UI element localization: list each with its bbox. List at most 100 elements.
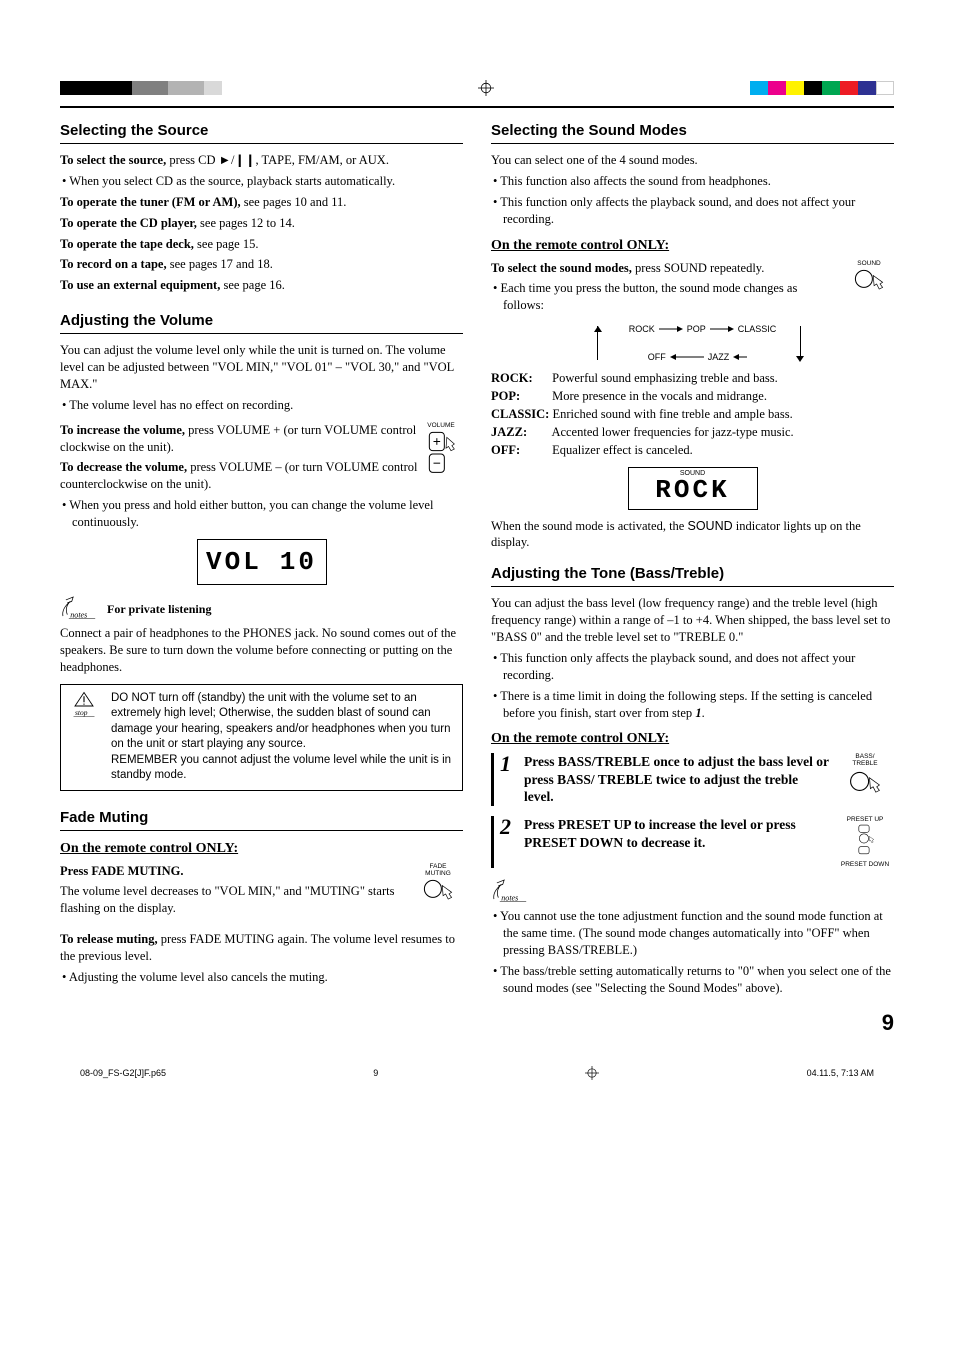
- step-text: Press PRESET UP to increase the level or…: [524, 816, 830, 868]
- step-number: 1: [500, 753, 518, 806]
- step-number: 2: [500, 816, 518, 868]
- sound-button-icon: SOUND: [844, 260, 894, 303]
- step-bar: [491, 816, 494, 868]
- section-rule: [60, 333, 463, 334]
- section-fade-muting: Fade Muting On the remote control ONLY: …: [60, 809, 463, 986]
- body-text: You can select one of the 4 sound modes.: [491, 152, 894, 169]
- section-selecting-source: Selecting the Source To select the sourc…: [60, 122, 463, 294]
- bullet-text: • This function only affects the playbac…: [491, 650, 894, 684]
- bullet-text: • The volume level has no effect on reco…: [60, 397, 463, 414]
- left-column: Selecting the Source To select the sourc…: [60, 114, 463, 1036]
- body-text: To select the source, press CD ►/❙❙, TAP…: [60, 152, 463, 169]
- right-column: Selecting the Sound Modes You can select…: [491, 114, 894, 1036]
- section-title: Selecting the Source: [60, 122, 463, 139]
- section-rule: [60, 830, 463, 831]
- swatch: [876, 81, 894, 95]
- body-text: Press FADE MUTING.: [60, 863, 463, 880]
- stop-icon: stop: [69, 691, 105, 784]
- body-text: You can adjust the volume level only whi…: [60, 342, 463, 393]
- swatch: [78, 81, 96, 95]
- footer-filename: 08-09_FS-G2[J]F.p65: [80, 1068, 166, 1078]
- registration-row: [60, 80, 894, 96]
- swatch: [822, 81, 840, 95]
- section-rule: [491, 143, 894, 144]
- body-text: To operate the tape deck, see page 15.: [60, 236, 463, 253]
- imposition-footer: 08-09_FS-G2[J]F.p65 9 04.11.5, 7:13 AM: [60, 1066, 894, 1080]
- color-swatches: [750, 81, 894, 95]
- section-rule: [491, 586, 894, 587]
- step-2: 2 Press PRESET UP to increase the level …: [491, 816, 894, 868]
- registration-mark-icon: [478, 80, 494, 96]
- swatch: [858, 81, 876, 95]
- body-text: To increase the volume, press VOLUME + (…: [60, 422, 463, 456]
- swatch: [786, 81, 804, 95]
- page-number: 9: [491, 1010, 894, 1036]
- body-text: The volume level decreases to "VOL MIN,"…: [60, 883, 463, 917]
- section-adjusting-volume: Adjusting the Volume You can adjust the …: [60, 312, 463, 790]
- notes-block: notes • You cannot use the tone adjustme…: [491, 878, 894, 996]
- swatch: [750, 81, 768, 95]
- section-rule: [60, 143, 463, 144]
- volume-paragraph: VOLUME To increase the volume, press VOL…: [60, 422, 463, 498]
- bullet-text: • When you select CD as the source, play…: [60, 173, 463, 190]
- notes-icon: notes: [60, 595, 104, 625]
- section-title: Adjusting the Tone (Bass/Treble): [491, 565, 894, 582]
- notes-icon: notes: [491, 878, 535, 908]
- swatch: [204, 81, 222, 95]
- body-text: When the sound mode is activated, the SO…: [491, 518, 894, 552]
- bullet-text: • There is a time limit in doing the fol…: [491, 688, 894, 722]
- warning-text: DO NOT turn off (standby) the unit with …: [111, 691, 454, 784]
- subheading: On the remote control ONLY:: [491, 238, 894, 254]
- step-1: 1 Press BASS/TREBLE once to adjust the b…: [491, 753, 894, 806]
- bullet-text: • When you press and hold either button,…: [60, 497, 463, 531]
- bullet-text: • Each time you press the button, the so…: [491, 280, 894, 314]
- content-columns: Selecting the Source To select the sourc…: [60, 114, 894, 1036]
- swatch: [132, 81, 150, 95]
- subheading: On the remote control ONLY:: [60, 841, 463, 857]
- step-text: Press BASS/TREBLE once to adjust the bas…: [524, 753, 830, 806]
- body-text: To select the sound modes, press SOUND r…: [491, 260, 894, 277]
- section-sound-modes: Selecting the Sound Modes You can select…: [491, 122, 894, 551]
- sound-paragraph: SOUND To select the sound modes, press S…: [491, 260, 894, 319]
- fade-paragraph: FADE MUTING Press FADE MUTING. The volum…: [60, 863, 463, 922]
- lcd-display-rock: SOUND ROCK: [628, 467, 758, 510]
- lcd-display-vol: VOL 10: [197, 539, 327, 585]
- registration-mark-icon: [585, 1066, 599, 1080]
- swatch: [168, 81, 186, 95]
- fade-muting-button-icon: FADE MUTING: [413, 863, 463, 913]
- swatch: [768, 81, 786, 95]
- volume-button-icon: VOLUME: [419, 422, 463, 481]
- body-text: To operate the tuner (FM or AM), see pag…: [60, 194, 463, 211]
- bullet-text: • Adjusting the volume level also cancel…: [60, 969, 463, 986]
- section-title: Adjusting the Volume: [60, 312, 463, 329]
- body-text: To release muting, press FADE MUTING aga…: [60, 931, 463, 965]
- step-bar: [491, 753, 494, 806]
- swatch: [60, 81, 78, 95]
- section-adjusting-tone: Adjusting the Tone (Bass/Treble) You can…: [491, 565, 894, 996]
- footer-pagenum: 9: [373, 1068, 378, 1078]
- swatch: [114, 81, 132, 95]
- notes-heading: For private listening: [107, 602, 211, 616]
- warning-box: stop DO NOT turn off (standby) the unit …: [60, 684, 463, 791]
- swatch: [150, 81, 168, 95]
- body-text: To record on a tape, see pages 17 and 18…: [60, 256, 463, 273]
- notes-body: Connect a pair of headphones to the PHON…: [60, 625, 463, 676]
- sound-mode-cycle-diagram: ROCK POP CLASSIC OFF JAZZ: [583, 324, 803, 362]
- top-rule: [60, 106, 894, 108]
- swatch: [186, 81, 204, 95]
- body-text: To use an external equipment, see page 1…: [60, 277, 463, 294]
- preset-buttons-icon: PRESET UP PRESET DOWN: [836, 816, 894, 868]
- greyscale-swatches: [60, 81, 222, 95]
- sound-mode-table: ROCK: Powerful sound emphasizing treble …: [491, 370, 894, 458]
- bullet-text: • This function only affects the playbac…: [491, 194, 894, 228]
- swatch: [96, 81, 114, 95]
- swatch: [840, 81, 858, 95]
- swatch: [804, 81, 822, 95]
- notes-block: notes For private listening Connect a pa…: [60, 595, 463, 676]
- bullet-text: • This function also affects the sound f…: [491, 173, 894, 190]
- section-title: Selecting the Sound Modes: [491, 122, 894, 139]
- footer-date: 04.11.5, 7:13 AM: [807, 1068, 874, 1078]
- bass-treble-button-icon: BASS/ TREBLE: [836, 753, 894, 806]
- body-text: You can adjust the bass level (low frequ…: [491, 595, 894, 646]
- section-title: Fade Muting: [60, 809, 463, 826]
